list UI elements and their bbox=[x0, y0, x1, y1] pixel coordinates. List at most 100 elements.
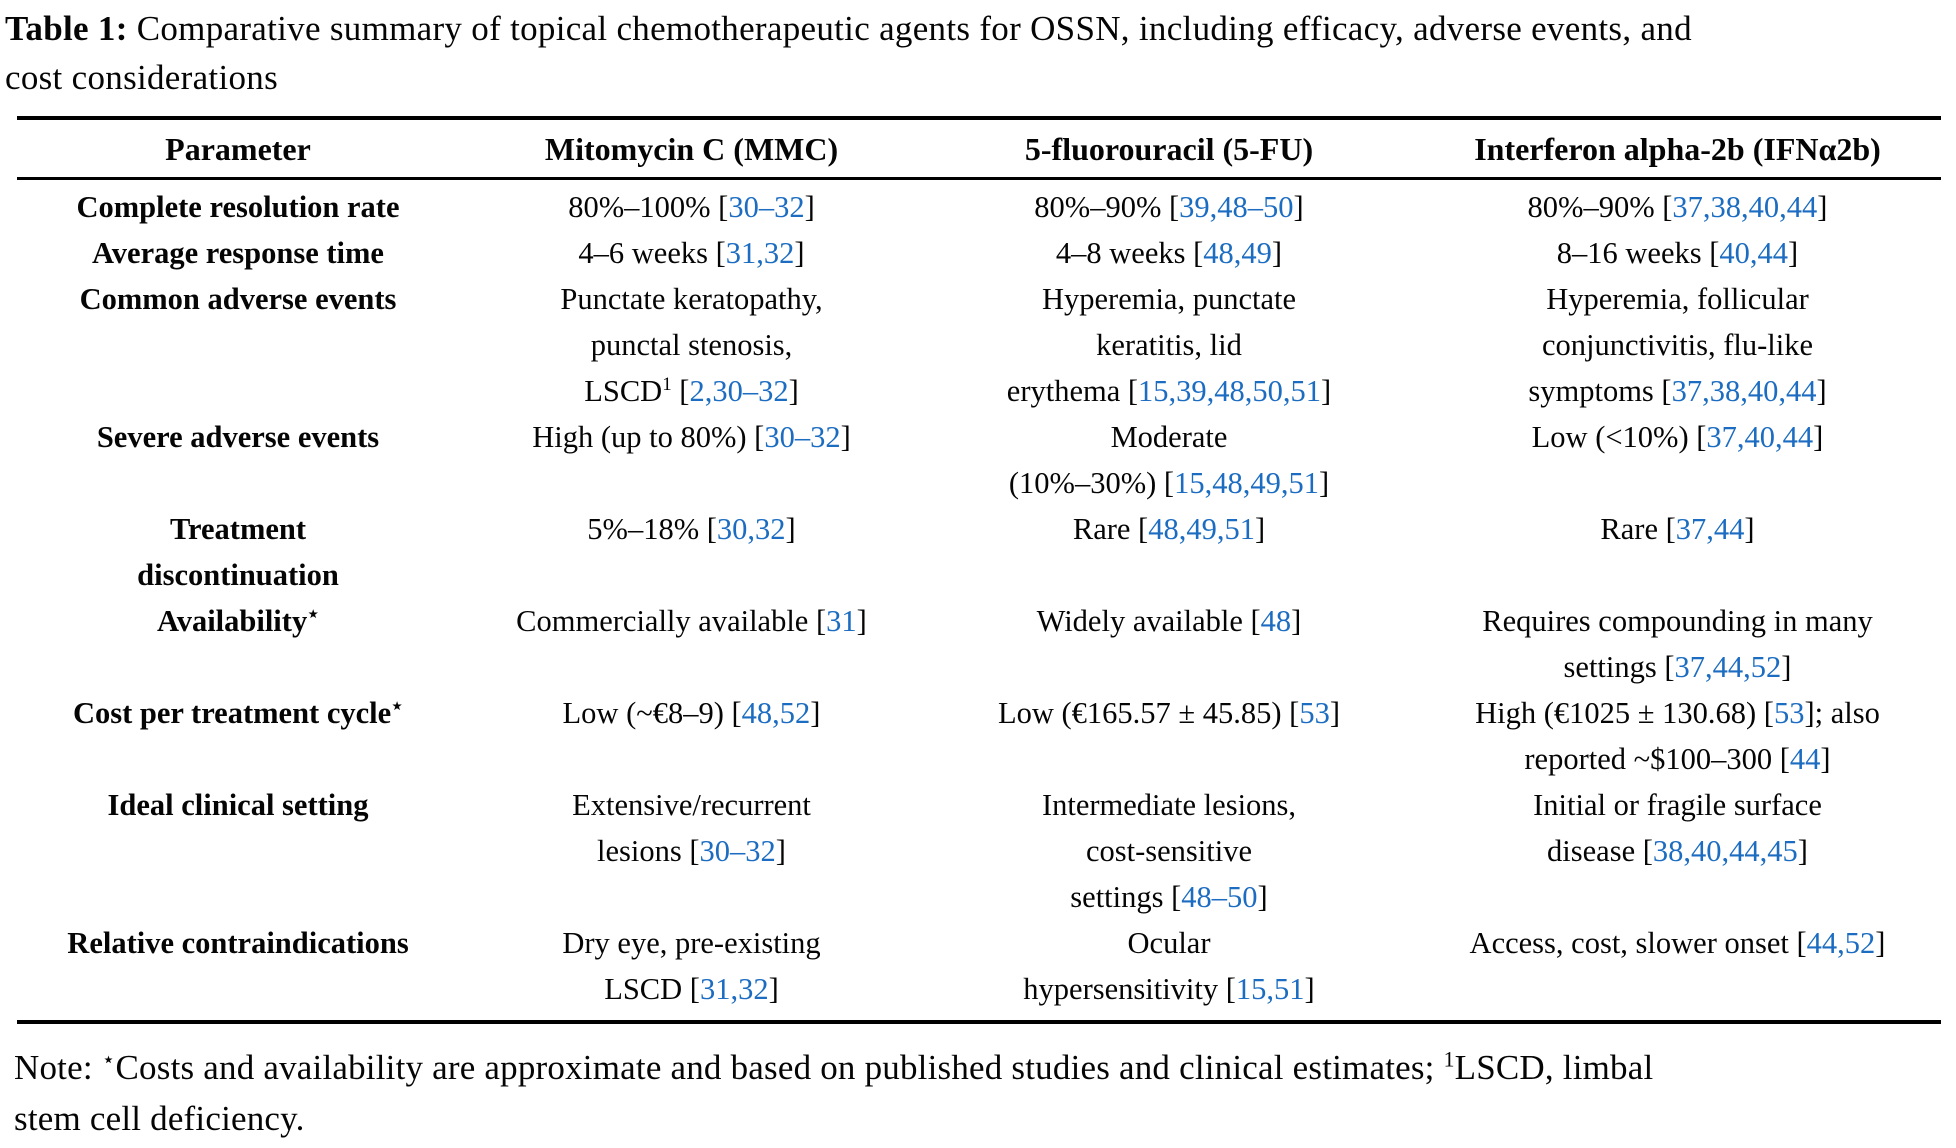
table-row: Relative contraindications Dry eye, pre-e… bbox=[17, 920, 1941, 1012]
table-footnote: Note: ⋆Costs and availability are approx… bbox=[14, 1042, 1946, 1144]
footnote-line-1: Note: ⋆Costs and availability are approx… bbox=[14, 1046, 1654, 1087]
citation-link[interactable]: 48 bbox=[1260, 603, 1292, 638]
citation-link[interactable]: 37,38,40,44 bbox=[1671, 373, 1817, 408]
parameter-cell: Relative contraindications bbox=[17, 920, 459, 1012]
parameter-cell: Availability⋆ bbox=[17, 598, 459, 690]
cell-line: symptoms [37,38,40,44] bbox=[1528, 373, 1827, 408]
parameter-cell: Ideal clinical setting bbox=[17, 782, 459, 920]
table-row: Ideal clinical setting Extensive/recurren… bbox=[17, 782, 1941, 920]
column-header: Mitomycin C (MMC) bbox=[544, 131, 839, 167]
value-cell: Widely available [48] bbox=[924, 598, 1414, 690]
citation-link[interactable]: 39,48–50 bbox=[1179, 189, 1294, 224]
citation-link[interactable]: 37,44 bbox=[1675, 511, 1745, 546]
value-cell: 8–16 weeks [40,44] bbox=[1414, 230, 1941, 276]
superscript: 1 bbox=[662, 373, 672, 395]
cell-line: erythema [15,39,48,50,51] bbox=[1006, 373, 1332, 408]
footnote-line-2: stem cell deficiency. bbox=[14, 1098, 305, 1138]
table-row: Common adverse events Punctate keratopath… bbox=[17, 276, 1941, 414]
cell-line: Low (~€8–9) [48,52] bbox=[562, 695, 821, 730]
cell-line: Complete resolution rate bbox=[76, 189, 400, 224]
cell-line: High (up to 80%) [30–32] bbox=[532, 419, 851, 454]
table-rule-header bbox=[17, 177, 1941, 180]
cell-line: 80%–90% [37,38,40,44] bbox=[1527, 189, 1828, 224]
value-cell: Commercially available [31] bbox=[459, 598, 924, 690]
cell-line: reported ~$100–300 [44] bbox=[1524, 741, 1831, 776]
citation-link[interactable]: 37,40,44 bbox=[1706, 419, 1814, 454]
cell-line: 4–8 weeks [48,49] bbox=[1055, 235, 1283, 270]
citation-link[interactable]: 30–32 bbox=[699, 833, 776, 868]
cell-line: Cost per treatment cycle⋆ bbox=[73, 695, 403, 730]
value-cell: Requires compounding in many settings [37… bbox=[1414, 598, 1941, 690]
table-row: Availability⋆ Commercially available [31]… bbox=[17, 598, 1941, 690]
citation-link[interactable]: 53 bbox=[1773, 695, 1805, 730]
cell-line: Access, cost, slower onset [44,52] bbox=[1469, 925, 1886, 960]
value-cell: 4–8 weeks [48,49] bbox=[924, 230, 1414, 276]
citation-link[interactable]: 38,40,44,45 bbox=[1652, 833, 1798, 868]
cell-line: keratitis, lid bbox=[1096, 327, 1242, 362]
cell-line: Widely available [48] bbox=[1036, 603, 1302, 638]
value-cell: Rare [37,44] bbox=[1414, 506, 1941, 598]
cell-line: Low (€165.57 ± 45.85) [53] bbox=[997, 695, 1341, 730]
value-cell: High (€1025 ± 130.68) [53]; also reported… bbox=[1414, 690, 1941, 782]
parameter-cell: Complete resolution rate bbox=[17, 184, 459, 230]
citation-link[interactable]: 15,48,49,51 bbox=[1174, 465, 1319, 500]
citation-link[interactable]: 30–32 bbox=[764, 419, 841, 454]
cell-line: lesions [30–32] bbox=[597, 833, 786, 868]
citation-link[interactable]: 48–50 bbox=[1181, 879, 1258, 914]
citation-link[interactable]: 31,32 bbox=[699, 971, 769, 1006]
cell-line: Hyperemia, punctate bbox=[1041, 281, 1297, 316]
value-cell: Hyperemia, punctate keratitis, lid erythem… bbox=[924, 276, 1414, 414]
parameter-cell: Cost per treatment cycle⋆ bbox=[17, 690, 459, 782]
value-cell: Initial or fragile surface disease [38,40… bbox=[1414, 782, 1941, 920]
column-header: Parameter bbox=[165, 131, 311, 167]
cell-line: LSCD1 [2,30–32] bbox=[584, 373, 799, 408]
citation-link[interactable]: 15,51 bbox=[1235, 971, 1305, 1006]
citation-link[interactable]: 31 bbox=[826, 603, 857, 638]
value-cell: 80%–90% [37,38,40,44] bbox=[1414, 184, 1941, 230]
citation-link[interactable]: 15,39,48,50,51 bbox=[1138, 373, 1322, 408]
citation-link[interactable]: 30–32 bbox=[728, 189, 805, 224]
citation-link[interactable]: 31,32 bbox=[725, 235, 795, 270]
citation-link[interactable]: 44,52 bbox=[1806, 925, 1876, 960]
citation-link[interactable]: 40,44 bbox=[1719, 235, 1789, 270]
table-row: Treatment discontinuation 5%–18% [30,32] Ra… bbox=[17, 506, 1941, 598]
table-body: Complete resolution rate 80%–100% [30–32]… bbox=[0, 180, 1956, 1020]
table-row: Average response time 4–6 weeks [31,32] 4–… bbox=[17, 230, 1941, 276]
caption-label: Table 1: bbox=[5, 9, 128, 48]
value-cell: 80%–100% [30–32] bbox=[459, 184, 924, 230]
citation-link[interactable]: 37,44,52 bbox=[1674, 649, 1782, 684]
parameter-cell: Treatment discontinuation bbox=[17, 506, 459, 598]
table-rule-top bbox=[17, 116, 1941, 120]
citation-link[interactable]: 2,30–32 bbox=[689, 373, 789, 408]
citation-link[interactable]: 37,38,40,44 bbox=[1672, 189, 1818, 224]
value-cell: High (up to 80%) [30–32] bbox=[459, 414, 924, 506]
citation-link[interactable]: 48,49 bbox=[1203, 235, 1272, 270]
table-header-row: Parameter Mitomycin C (MMC) 5-fluorouracil… bbox=[17, 120, 1941, 177]
cell-line: 5%–18% [30,32] bbox=[587, 511, 796, 546]
value-cell: Extensive/recurrent lesions [30–32] bbox=[459, 782, 924, 920]
value-cell: Low (<10%) [37,40,44] bbox=[1414, 414, 1941, 506]
cell-line: Relative contraindications bbox=[67, 925, 409, 960]
value-cell: 80%–90% [39,48–50] bbox=[924, 184, 1414, 230]
value-cell: Rare [48,49,51] bbox=[924, 506, 1414, 598]
cell-line: Hyperemia, follicular bbox=[1546, 281, 1809, 316]
cell-line: Rare [37,44] bbox=[1600, 511, 1755, 546]
parameter-cell: Average response time bbox=[17, 230, 459, 276]
cell-line: hypersensitivity [15,51] bbox=[1023, 971, 1315, 1006]
table-row: Severe adverse events High (up to 80%) [3… bbox=[17, 414, 1941, 506]
value-cell: 5%–18% [30,32] bbox=[459, 506, 924, 598]
cell-line: discontinuation bbox=[137, 557, 339, 592]
citation-link[interactable]: 30,32 bbox=[716, 511, 786, 546]
cell-line: 8–16 weeks [40,44] bbox=[1556, 235, 1799, 270]
citation-link[interactable]: 48,49,51 bbox=[1148, 511, 1255, 546]
caption-line-2: cost considerations bbox=[5, 58, 279, 97]
cell-line: 80%–100% [30–32] bbox=[568, 189, 815, 224]
citation-link[interactable]: 44 bbox=[1789, 741, 1821, 776]
value-cell: Low (~€8–9) [48,52] bbox=[459, 690, 924, 782]
superscript: ⋆ bbox=[391, 695, 403, 717]
table-caption: Table 1: Comparative summary of topical … bbox=[5, 4, 1950, 102]
cell-line: Rare [48,49,51] bbox=[1072, 511, 1266, 546]
table-row: Complete resolution rate 80%–100% [30–32]… bbox=[17, 184, 1941, 230]
citation-link[interactable]: 48,52 bbox=[741, 695, 811, 730]
citation-link[interactable]: 53 bbox=[1299, 695, 1330, 730]
